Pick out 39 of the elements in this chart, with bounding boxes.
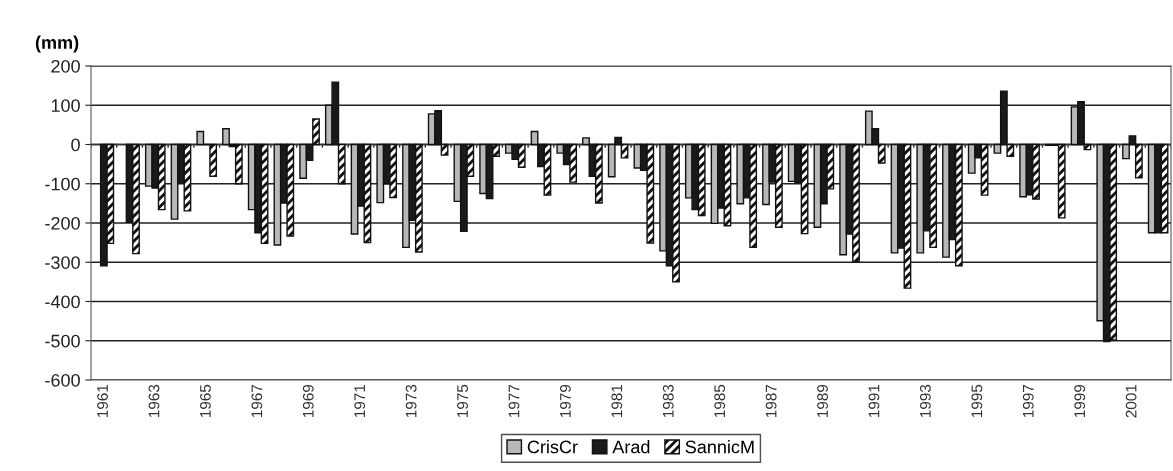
legend-label: Arad xyxy=(612,440,650,454)
x-tick-label: 1975 xyxy=(457,384,468,417)
bar xyxy=(839,143,848,256)
y-tick-label: -600 xyxy=(45,373,80,387)
bar xyxy=(376,143,385,204)
bar xyxy=(736,143,745,205)
x-tick-label: 1965 xyxy=(200,384,211,417)
y-axis-title: (mm) xyxy=(35,35,79,53)
x-tick-label: 1963 xyxy=(148,384,160,417)
y-tick-label: -200 xyxy=(45,216,80,230)
x-tick-label: 1981 xyxy=(611,384,623,417)
x-tick-label: 1973 xyxy=(405,384,417,417)
y-tick-label: 200 xyxy=(51,59,80,73)
bar xyxy=(916,143,925,254)
x-tick-label: 1991 xyxy=(868,384,880,417)
y-tick-label: -100 xyxy=(45,177,80,191)
x-tick-label: 1961 xyxy=(97,384,108,417)
x-tick-label: 1997 xyxy=(1022,384,1034,417)
x-tick-label: 1979 xyxy=(560,384,571,417)
x-tick-label: 1989 xyxy=(817,384,828,417)
bar xyxy=(196,130,205,146)
x-tick-label: 1971 xyxy=(354,384,366,417)
y-tick-label: -300 xyxy=(45,256,80,269)
legend-label: SannicM xyxy=(685,440,754,454)
x-tick-label: 1977 xyxy=(508,384,520,417)
x-tick-label: 1985 xyxy=(714,384,726,417)
x-tick-label: 1987 xyxy=(765,384,777,417)
x-tick-label: 1967 xyxy=(251,384,263,417)
x-tick-label: 1999 xyxy=(1074,384,1086,417)
x-tick-label: 2001 xyxy=(1125,384,1137,418)
x-tick-label: 1995 xyxy=(971,384,983,417)
x-tick-label: 1993 xyxy=(920,384,931,417)
x-tick-label: 1969 xyxy=(302,384,314,417)
y-tick-label: -500 xyxy=(45,334,80,348)
x-tick-label: 1983 xyxy=(662,384,674,417)
y-tick-label: -400 xyxy=(45,295,80,309)
y-tick-label: 100 xyxy=(51,99,80,112)
y-tick-label: 0 xyxy=(71,138,80,152)
legend-label: CrisCr xyxy=(527,440,578,454)
